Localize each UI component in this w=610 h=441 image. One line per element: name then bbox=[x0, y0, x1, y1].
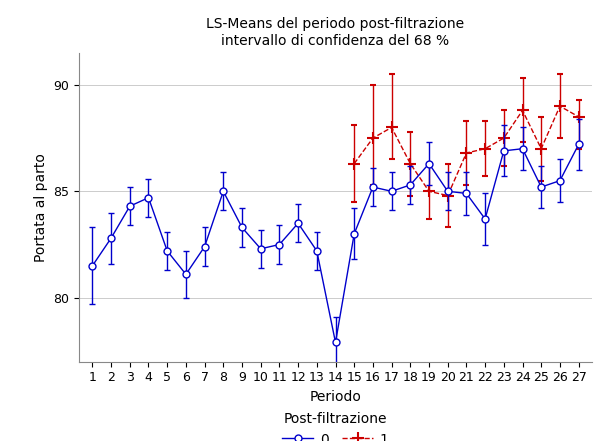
Legend: 0, 1: 0, 1 bbox=[282, 412, 389, 441]
Title: LS-Means del periodo post-filtrazione
intervallo di confidenza del 68 %: LS-Means del periodo post-filtrazione in… bbox=[206, 17, 465, 48]
X-axis label: Periodo: Periodo bbox=[309, 390, 362, 404]
Y-axis label: Portata al parto: Portata al parto bbox=[34, 153, 48, 262]
